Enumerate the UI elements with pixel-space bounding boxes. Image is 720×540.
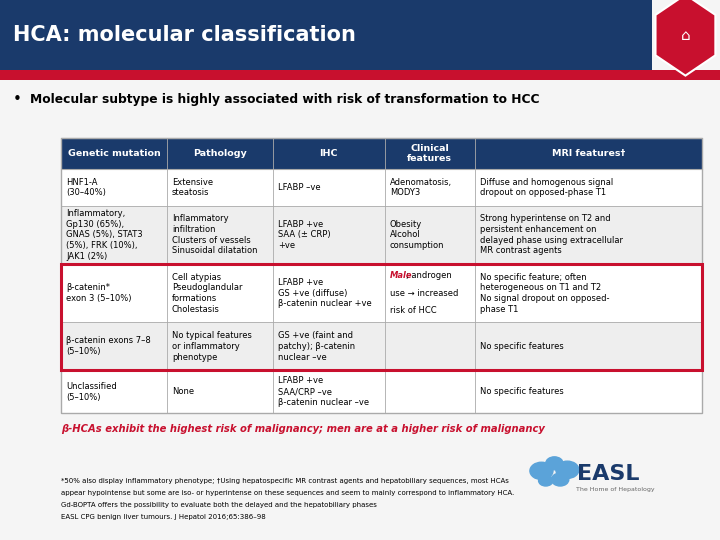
FancyBboxPatch shape — [0, 70, 720, 75]
Text: Diffuse and homogenous signal
dropout on opposed-phase T1: Diffuse and homogenous signal dropout on… — [480, 178, 613, 198]
Text: *50% also display inflammatory phenotype; †Using hepatospecific MR contrast agen: *50% also display inflammatory phenotype… — [61, 478, 509, 484]
Text: β-catenin exons 7–8
(5–10%): β-catenin exons 7–8 (5–10%) — [66, 336, 151, 356]
Circle shape — [530, 462, 553, 480]
FancyBboxPatch shape — [0, 73, 720, 80]
Text: No specific feature; often
heterogeneous on T1 and T2
No signal dropout on oppos: No specific feature; often heterogeneous… — [480, 273, 609, 314]
Text: No specific features: No specific features — [480, 387, 563, 396]
Circle shape — [546, 457, 563, 470]
FancyBboxPatch shape — [61, 322, 702, 370]
Circle shape — [556, 461, 579, 478]
Text: Genetic mutation: Genetic mutation — [68, 149, 161, 158]
Text: β-HCAs exhibit the highest risk of malignancy; men are at a higher risk of malig: β-HCAs exhibit the highest risk of malig… — [61, 424, 545, 434]
FancyBboxPatch shape — [0, 0, 652, 70]
Text: Unclassified
(5–10%): Unclassified (5–10%) — [66, 382, 117, 402]
Text: HCA: molecular classification: HCA: molecular classification — [13, 25, 356, 45]
FancyBboxPatch shape — [61, 264, 702, 322]
Text: ; androgen: ; androgen — [405, 271, 451, 280]
Text: Clinical
features: Clinical features — [408, 144, 452, 163]
Text: Extensive
steatosis: Extensive steatosis — [172, 178, 213, 198]
Text: MRI features†: MRI features† — [552, 149, 625, 158]
FancyBboxPatch shape — [61, 138, 702, 170]
Circle shape — [552, 473, 569, 486]
Text: Cell atypias
Pseudoglandular
formations
Cholestasis: Cell atypias Pseudoglandular formations … — [172, 273, 243, 314]
Text: LFABP +ve
SAA (± CRP)
+ve: LFABP +ve SAA (± CRP) +ve — [278, 220, 330, 250]
Text: Obesity
Alcohol
consumption: Obesity Alcohol consumption — [390, 220, 444, 250]
FancyBboxPatch shape — [61, 206, 702, 264]
Text: HNF1-A
(30–40%): HNF1-A (30–40%) — [66, 178, 106, 198]
Text: ⌂: ⌂ — [680, 28, 690, 43]
Text: EASL: EASL — [577, 464, 640, 484]
Text: Inflammatory
infiltration
Clusters of vessels
Sinusoidal dilatation: Inflammatory infiltration Clusters of ve… — [172, 214, 258, 255]
Text: IHC: IHC — [320, 149, 338, 158]
Text: Adenomatosis,
MODY3: Adenomatosis, MODY3 — [390, 178, 452, 198]
Text: •: • — [13, 92, 22, 107]
Text: No typical features
or inflammatory
phenotype: No typical features or inflammatory phen… — [172, 331, 252, 362]
Text: Molecular subtype is highly associated with risk of transformation to HCC: Molecular subtype is highly associated w… — [30, 93, 540, 106]
Text: use → increased: use → increased — [390, 289, 458, 298]
Text: β-catenin*
exon 3 (5–10%): β-catenin* exon 3 (5–10%) — [66, 284, 132, 303]
Text: Inflammatory,
Gp130 (65%),
GNAS (5%), STAT3
(5%), FRK (10%),
JAK1 (2%): Inflammatory, Gp130 (65%), GNAS (5%), ST… — [66, 209, 143, 261]
Text: None: None — [172, 387, 194, 396]
Text: Gd-BOPTA offers the possibility to evaluate both the delayed and the hepatobilia: Gd-BOPTA offers the possibility to evalu… — [61, 502, 377, 508]
Text: The Home of Hepatology: The Home of Hepatology — [576, 487, 654, 492]
Text: GS +ve (faint and
patchy); β-catenin
nuclear –ve: GS +ve (faint and patchy); β-catenin nuc… — [278, 331, 355, 362]
Text: LFABP +ve
SAA/CRP –ve
β-catenin nuclear –ve: LFABP +ve SAA/CRP –ve β-catenin nuclear … — [278, 376, 369, 407]
Polygon shape — [655, 0, 716, 76]
Text: No specific features: No specific features — [480, 342, 563, 351]
Text: Strong hyperintense on T2 and
persistent enhancement on
delayed phase using extr: Strong hyperintense on T2 and persistent… — [480, 214, 623, 255]
Text: appear hypointense but some are iso- or hyperintense on these sequences and seem: appear hypointense but some are iso- or … — [61, 490, 515, 496]
Text: LFABP –ve: LFABP –ve — [278, 183, 320, 192]
Circle shape — [539, 475, 553, 486]
Text: Pathology: Pathology — [193, 149, 247, 158]
Text: Male: Male — [390, 271, 413, 280]
Text: LFABP +ve
GS +ve (diffuse)
β-catenin nuclear +ve: LFABP +ve GS +ve (diffuse) β-catenin nuc… — [278, 278, 372, 308]
FancyBboxPatch shape — [61, 370, 702, 413]
Text: EASL CPG benign liver tumours. J Hepatol 2016;65:386–98: EASL CPG benign liver tumours. J Hepatol… — [61, 514, 266, 519]
Text: risk of HCC: risk of HCC — [390, 306, 436, 315]
FancyBboxPatch shape — [61, 170, 702, 206]
